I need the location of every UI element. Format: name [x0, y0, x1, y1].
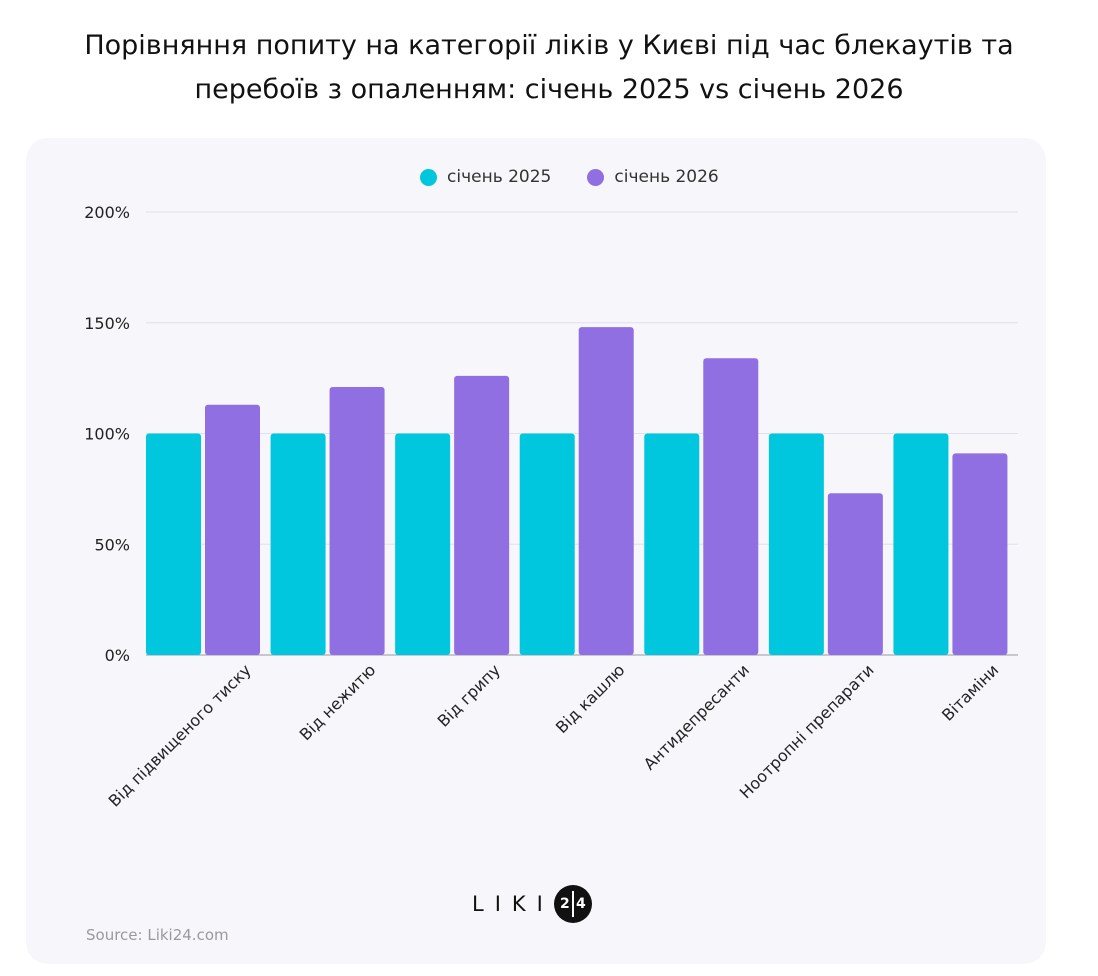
bar-2025 [146, 433, 201, 655]
x-category-label: Вітаміни [938, 660, 1002, 724]
legend-item-2025: січень 2025 [420, 167, 551, 187]
logo-text: LIKI [472, 892, 554, 916]
legend-label-2025: січень 2025 [447, 167, 552, 187]
bar-2026 [827, 493, 883, 655]
x-category-label: Від підвищеного тиску [105, 660, 255, 810]
bar-2025 [519, 433, 575, 655]
logo-digit-1: 2 [559, 896, 570, 912]
x-category-label: Антидепресанти [640, 660, 753, 773]
y-tick-label: 150% [84, 314, 130, 333]
y-tick-label: 0% [105, 646, 130, 665]
liki24-logo: LIKI 2 4 [472, 884, 592, 924]
bar-2025 [644, 433, 700, 655]
bar-2026 [703, 358, 759, 655]
y-tick-label: 100% [84, 425, 130, 444]
legend-label-2026: січень 2026 [614, 167, 719, 187]
logo-digit-2: 4 [575, 896, 586, 912]
x-category-label: Від кашлю [552, 660, 629, 737]
y-tick-label: 50% [94, 535, 130, 554]
chart-title-line-1: Порівняння попиту на категорії ліків у К… [84, 30, 1014, 61]
y-tick-label: 200% [84, 203, 130, 222]
x-category-label: Від грипу [434, 660, 504, 730]
logo-divider [571, 891, 574, 917]
chart-title: Порівняння попиту на категорії ліків у К… [0, 24, 1098, 112]
legend-swatch-2025 [420, 168, 437, 186]
bar-2026 [952, 453, 1008, 655]
legend-swatch-2026 [587, 168, 605, 186]
bar-2025 [768, 433, 824, 655]
bar-2026 [329, 386, 385, 655]
x-category-label: Від нежитю [296, 660, 380, 744]
chart-legend: січень 2025 січень 2026 [420, 163, 755, 191]
bar-2026 [578, 327, 634, 655]
bar-2025 [893, 433, 949, 655]
legend-item-2026: січень 2026 [587, 167, 719, 187]
source-note: Source: Liki24.com [86, 926, 229, 944]
chart-title-line-2: перебоїв з опаленням: січень 2025 vs січ… [194, 74, 904, 105]
bar-2026 [205, 404, 260, 655]
logo-badge: 2 4 [553, 885, 592, 923]
bar-2025 [270, 433, 326, 655]
bar-2026 [454, 375, 510, 655]
bar-2025 [395, 433, 451, 655]
x-category-label: Ноотропні препарати [736, 660, 878, 802]
